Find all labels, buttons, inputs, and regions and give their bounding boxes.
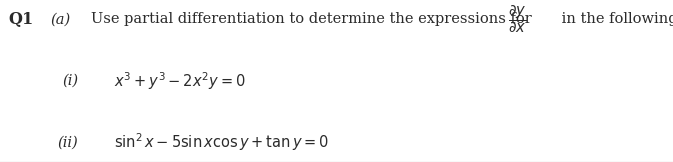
Text: (ii): (ii) [57, 136, 78, 150]
Text: in the following cases:: in the following cases: [557, 12, 673, 26]
Text: $\sin^2 x - 5\sin x\cos y + \tan y = 0$: $\sin^2 x - 5\sin x\cos y + \tan y = 0$ [114, 132, 330, 153]
Text: Q1: Q1 [8, 11, 34, 28]
Text: $x^3 + y^3 - 2x^2 y = 0$: $x^3 + y^3 - 2x^2 y = 0$ [114, 70, 246, 92]
Text: Use partial differentiation to determine the expressions for: Use partial differentiation to determine… [91, 12, 532, 26]
Text: (a): (a) [50, 12, 71, 26]
Text: (i): (i) [62, 74, 78, 88]
Text: $\dfrac{\partial y}{\partial x}$: $\dfrac{\partial y}{\partial x}$ [508, 4, 526, 35]
